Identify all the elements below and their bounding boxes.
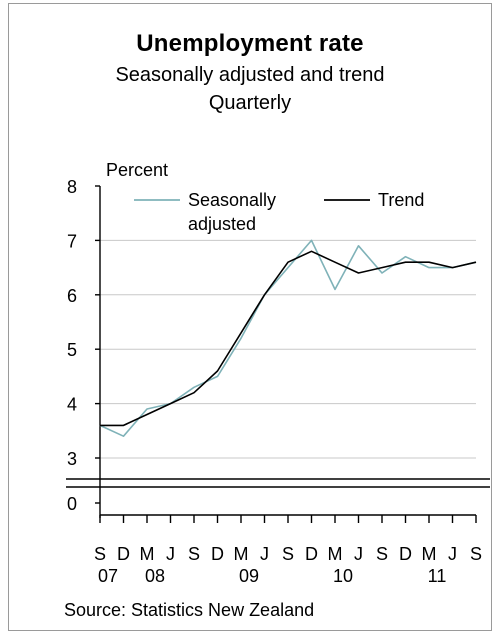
x-year-label: 09 (239, 566, 259, 586)
x-tick-label: S (94, 544, 106, 564)
series-lines (99, 239, 477, 438)
x-tick-label: M (140, 544, 155, 564)
y-tick-label: 7 (67, 231, 77, 251)
legend-label-seasonally-adjusted: adjusted (188, 214, 256, 234)
x-year-label: 11 (428, 566, 447, 586)
y-tick-label: 3 (67, 449, 77, 469)
chart-title: Unemployment rate (136, 30, 364, 57)
x-tick-label: S (282, 544, 294, 564)
x-tick-label: J (166, 544, 175, 564)
x-tick-label: S (376, 544, 388, 564)
x-tick-label: D (399, 544, 412, 564)
y-axis-label: Percent (106, 160, 168, 180)
x-tick-label: J (354, 544, 363, 564)
y-tick-labels: 8 7 6 5 4 3 0 (67, 177, 100, 514)
legend: Seasonally adjusted Trend (134, 190, 424, 234)
legend-label-trend: Trend (378, 190, 424, 210)
x-tick-label: M (234, 544, 249, 564)
series-line-trend (100, 250, 477, 427)
x-tick-label: M (328, 544, 343, 564)
y-tick-label: 8 (67, 177, 77, 197)
x-year-label: 10 (333, 566, 353, 586)
chart-subtitle: Seasonally adjusted and trend (115, 64, 385, 86)
x-tick-labels: S D M J S D M J S D M J S D M J S07 08 09 10 11 (94, 544, 482, 586)
x-year-label: 08 (145, 566, 165, 586)
x-year-label: 07 (98, 566, 118, 586)
y-tick-label: 6 (67, 286, 77, 306)
y-tick-label: 5 (67, 340, 77, 360)
gridlines (100, 239, 476, 459)
x-tick-label: D (305, 544, 318, 564)
x-tick-label: S (470, 544, 482, 564)
source-note: Source: Statistics New Zealand (64, 600, 315, 620)
y-tick-label: 4 (67, 395, 77, 415)
x-tick-label: J (260, 544, 269, 564)
legend-label-seasonally-adjusted: Seasonally (188, 190, 276, 210)
x-tick-label: S (188, 544, 200, 564)
y-tick-label: 0 (67, 494, 77, 514)
x-tick-label: M (422, 544, 437, 564)
chart-frequency: Quarterly (208, 92, 292, 114)
x-tick-marks (99, 515, 477, 523)
x-tick-label: J (448, 544, 457, 564)
series-line-seasonally-adjusted (99, 239, 477, 438)
x-tick-label: D (211, 544, 224, 564)
x-tick-label: D (117, 544, 130, 564)
chart-frame (8, 3, 492, 631)
axes (66, 186, 490, 518)
